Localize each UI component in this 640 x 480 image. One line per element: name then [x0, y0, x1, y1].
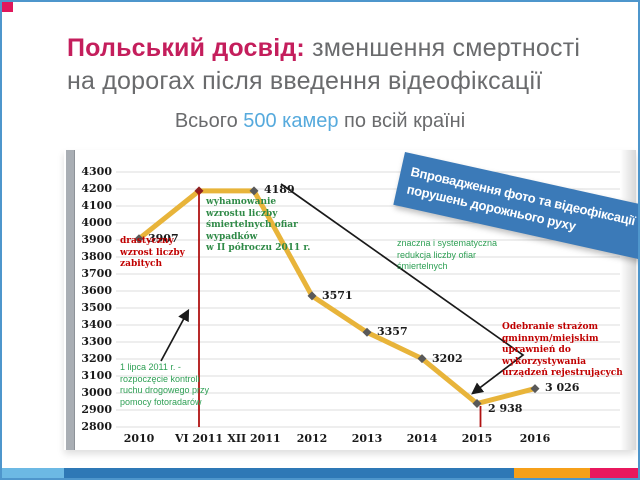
title-accent-text: Польський досвід:: [67, 34, 305, 62]
data-point-label: 3571: [322, 288, 353, 302]
data-point-label: 3 026: [545, 380, 580, 394]
footer-segment-lightblue: [2, 468, 64, 478]
data-point-marker: [307, 291, 317, 301]
footer-color-bar: [2, 468, 638, 478]
subtitle-highlight: 500 камер: [243, 110, 339, 132]
x-axis-tick-label: 2013: [351, 432, 383, 445]
annotation-drastyczny: drastyczny wzrost liczby zabitych: [120, 236, 185, 269]
y-axis-tick-label: 4000: [81, 216, 112, 229]
y-axis-tick-label: 3900: [81, 233, 112, 246]
data-point-label: 4189: [264, 182, 295, 196]
chart-annotation-lines: [160, 183, 525, 427]
y-axis-tick-label: 2900: [81, 403, 112, 416]
footer-segment-pink: [590, 468, 638, 478]
fatalities-series-line: [137, 188, 536, 407]
x-axis-tick-label: 2016: [519, 432, 551, 445]
data-point-marker: [134, 234, 144, 244]
arrow-fotoradary: [160, 308, 190, 362]
y-axis-tick-label: 3200: [81, 352, 112, 365]
chart-right-edge: [620, 150, 636, 450]
x-axis-tick-label: 2015: [461, 432, 493, 445]
annotation-odebranie: Odebranie strażom gminnym/miejskim upraw…: [502, 322, 623, 378]
y-axis-tick-label: 3500: [81, 301, 112, 314]
data-point-marker: [362, 327, 372, 337]
x-axis-tick-label: 2012: [296, 432, 328, 445]
title-line2-text: на дорогах після введення відеофіксації: [67, 67, 543, 95]
y-axis-tick-label: 3700: [81, 267, 112, 280]
corner-accent-square: [2, 2, 13, 12]
footer-segment-orange: [513, 468, 591, 478]
y-axis-tick-label: 2800: [81, 420, 112, 433]
data-point-marker: [194, 186, 204, 196]
x-axis-tick-label: 2014: [406, 432, 438, 445]
y-axis-tick-label: 3100: [81, 369, 112, 382]
y-axis-tick-label: 3300: [81, 335, 112, 348]
data-point-marker: [530, 384, 540, 394]
subtitle: Всього 500 камер по всій країні: [2, 110, 638, 133]
title-rest-text: зменшення смертності: [304, 34, 581, 62]
annotation-znaczna: znaczna i systematyczna redukcja liczby …: [397, 238, 498, 271]
y-axis-tick-label: 3600: [81, 284, 112, 297]
annotation-wyhamowanie: wyhamowanie wzrostu liczby śmiertelnych …: [206, 197, 311, 253]
chart-left-edge: [66, 150, 75, 450]
y-axis-tick-label: 4300: [81, 165, 112, 178]
data-point-marker: [472, 399, 482, 409]
data-point-label: 2 938: [488, 401, 523, 415]
data-point-label: 3907: [148, 231, 179, 245]
y-axis-tick-label: 4100: [81, 199, 112, 212]
data-point-marker: [249, 186, 259, 196]
y-axis-tick-label: 4200: [81, 182, 112, 195]
x-axis-tick-label: XII 2011: [227, 432, 281, 445]
arrow-decline-pointer: [280, 183, 525, 395]
data-point-label: 3202: [432, 351, 463, 365]
y-axis-tick-label: 3000: [81, 386, 112, 399]
x-axis-tick-label: VI 2011: [174, 432, 224, 445]
y-axis-tick-label: 3800: [81, 250, 112, 263]
x-axis-tick-label: 2010: [123, 432, 155, 445]
subtitle-suffix: по всій країні: [338, 110, 466, 132]
chart-plot-svg: [116, 171, 620, 428]
y-axis-tick-label: 3400: [81, 318, 112, 331]
page-title: Польський досвід: зменшення смертності н…: [67, 32, 587, 98]
annotation-1-lipca: 1 lipca 2011 r. - rozpoczęcie kontroli r…: [120, 362, 210, 407]
subtitle-prefix: Всього: [174, 110, 244, 132]
data-point-label: 3357: [377, 325, 408, 339]
data-point-marker: [417, 354, 427, 364]
footer-segment-blue: [63, 468, 514, 478]
